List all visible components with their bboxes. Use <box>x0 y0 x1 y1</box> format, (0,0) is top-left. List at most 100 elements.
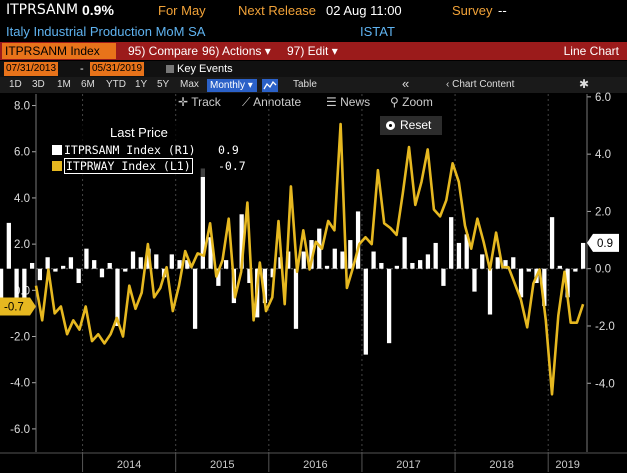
annotate-button[interactable]: ⟋ Annotate <box>242 95 301 110</box>
y-tick-label-left: -6.0 <box>10 424 30 436</box>
bar <box>511 257 516 269</box>
bar <box>107 262 112 269</box>
bar <box>154 254 159 269</box>
period-ytd[interactable]: YTD <box>106 79 126 90</box>
y-tick-label-right: 6.0 <box>595 92 611 104</box>
x-axis-band <box>0 452 627 473</box>
bar <box>84 248 89 269</box>
survey-label: Survey <box>452 3 493 18</box>
command-bar <box>0 42 627 60</box>
period-3d[interactable]: 3D <box>32 79 45 90</box>
last-value-tag-right <box>587 233 619 252</box>
legend-label: ITPRWAY Index (L1) <box>64 158 193 174</box>
bar <box>68 257 74 269</box>
chart-content-label: Chart Content <box>452 79 515 90</box>
bar <box>130 251 136 269</box>
bar <box>76 268 81 284</box>
frequency-select[interactable]: Monthly ▾ <box>207 79 257 92</box>
legend-item-itprsanm: ITPRSANM Index (R1) <box>52 143 196 157</box>
bar <box>200 168 205 269</box>
table-button[interactable]: Table <box>293 79 317 90</box>
period-max[interactable]: Max <box>180 79 199 90</box>
start-date-input[interactable]: 07/31/2013 <box>4 62 59 76</box>
news-button[interactable]: ☰ News <box>326 95 370 109</box>
compare-button[interactable]: 95) Compare <box>128 44 199 58</box>
security-input[interactable]: ITPRSANM Index <box>2 43 116 59</box>
period-5y[interactable]: 5Y <box>157 79 170 90</box>
data-source: ISTAT <box>360 24 395 39</box>
end-date-input[interactable]: 05/31/2019 <box>90 62 145 76</box>
date-separator: - <box>80 63 84 75</box>
key-events-label: Key Events <box>177 63 233 75</box>
bar <box>425 254 431 269</box>
track-button[interactable]: ✛ Track <box>178 95 221 109</box>
security-description: Italy Industrial Production MoM SA <box>6 24 206 39</box>
actions-button[interactable]: 96) Actions ▾ <box>202 44 271 58</box>
bar <box>223 260 229 269</box>
gear-icon[interactable]: ✱ <box>578 77 589 91</box>
collapse-chevron-icon[interactable]: « <box>402 76 410 91</box>
survey-value: -- <box>498 3 507 18</box>
bar <box>301 251 306 269</box>
bar <box>394 265 400 269</box>
bar <box>138 257 143 269</box>
period-1y[interactable]: 1Y <box>135 79 148 90</box>
line-chart-icon[interactable] <box>262 79 278 92</box>
legend-label: ITPRSANM Index (R1) <box>64 143 196 157</box>
pencil-icon: ⟋ <box>242 95 251 109</box>
legend-title: Last Price <box>110 125 168 140</box>
bar <box>14 268 19 304</box>
bar <box>99 268 105 278</box>
bar <box>580 242 586 269</box>
chart-content-button[interactable]: ‹ Chart Content <box>446 79 514 91</box>
bar <box>61 265 66 269</box>
key-events-toggle[interactable]: Key Events <box>166 62 233 76</box>
last-value-label-left: -0.7 <box>4 301 24 313</box>
bar <box>22 268 27 301</box>
bar <box>526 268 531 272</box>
series-line-itprway <box>34 122 585 396</box>
edit-button[interactable]: 97) Edit ▾ <box>287 44 338 58</box>
news-label: News <box>340 95 371 109</box>
y-tick-label-left: 4.0 <box>14 193 30 205</box>
bar <box>449 217 454 269</box>
news-icon: ☰ <box>326 95 337 109</box>
zoom-button[interactable]: ⚲ Zoom <box>390 95 433 109</box>
y-tick-label-left: 2.0 <box>14 239 30 251</box>
y-tick-label-left: -2.0 <box>10 332 30 344</box>
bar <box>410 262 415 269</box>
reset-label: Reset <box>400 118 432 132</box>
checkbox-icon <box>166 65 174 73</box>
chart-type-label[interactable]: Line Chart <box>563 44 619 58</box>
bar <box>464 234 469 269</box>
x-tick-label: 2014 <box>117 459 141 471</box>
bar <box>115 268 120 326</box>
crosshair-icon: ✛ <box>178 95 189 109</box>
bar <box>402 237 407 269</box>
y-tick-label-right: 2.0 <box>595 206 611 218</box>
y-tick-label-right: -4.0 <box>595 378 615 390</box>
period-1m[interactable]: 1M <box>57 79 71 90</box>
bar <box>239 214 244 269</box>
bar <box>340 251 345 269</box>
reset-icon <box>386 121 395 130</box>
period-6m[interactable]: 6M <box>81 79 95 90</box>
x-tick-label: 2018 <box>489 459 513 471</box>
bar <box>549 217 555 269</box>
y-tick-label-left: 8.0 <box>14 101 30 113</box>
bar <box>542 268 547 306</box>
bar <box>123 268 128 272</box>
bar <box>456 242 462 269</box>
date-range-bar <box>0 61 627 77</box>
bar <box>480 254 485 269</box>
bar <box>270 268 275 278</box>
reset-button[interactable]: Reset <box>380 116 442 135</box>
legend-value: 0.9 <box>218 143 239 157</box>
bar <box>379 262 384 269</box>
magnifier-icon: ⚲ <box>390 95 399 109</box>
period-1d[interactable]: 1D <box>9 79 22 90</box>
y-tick-label-left: -4.0 <box>10 378 30 390</box>
annotate-label: Annotate <box>253 95 302 109</box>
legend-swatch <box>52 161 62 171</box>
